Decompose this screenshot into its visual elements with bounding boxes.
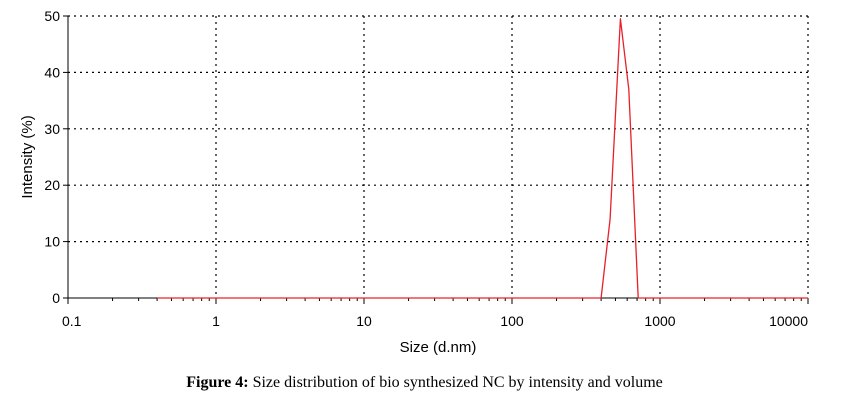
y-tick-label: 40 [44, 64, 60, 80]
x-axis-title: Size (d.nm) [400, 339, 477, 356]
y-axis-ticks: 0 10 20 30 40 50 [44, 8, 68, 306]
y-tick-label: 0 [52, 290, 60, 306]
caption-text: Size distribution of bio synthesized NC … [248, 374, 663, 391]
y-tick-label: 30 [44, 121, 60, 137]
axes [67, 16, 808, 299]
x-tick-label: 10000 [769, 313, 808, 329]
series-layer [157, 18, 808, 299]
size-distribution-chart: 0.1 1 10 100 1000 10000 0 10 20 30 40 50 Size (d.n… [19, 8, 809, 356]
y-tick-label: 20 [44, 177, 60, 193]
figure-caption: Figure 4: Size distribution of bio synth… [0, 374, 849, 392]
intensity-series-line [157, 18, 808, 299]
x-tick-label: 10 [356, 313, 372, 329]
grid [68, 15, 809, 298]
y-tick-label: 10 [44, 234, 60, 250]
y-tick-label: 50 [44, 8, 60, 24]
x-tick-label: 1 [212, 313, 220, 329]
x-tick-label: 100 [500, 313, 524, 329]
x-axis-ticks: 0.1 1 10 100 1000 10000 [62, 298, 809, 329]
caption-label: Figure 4: [186, 374, 249, 391]
x-tick-label: 1000 [644, 313, 675, 329]
y-axis-title: Intensity (%) [19, 115, 36, 198]
x-tick-label: 0.1 [62, 313, 82, 329]
